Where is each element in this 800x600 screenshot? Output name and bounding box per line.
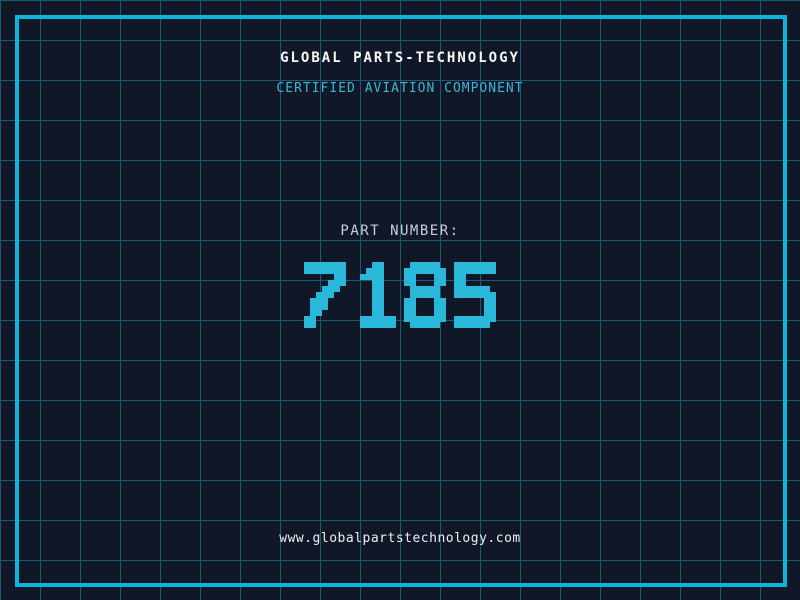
part-number-value	[0, 262, 800, 328]
company-name: GLOBAL PARTS-TECHNOLOGY	[280, 50, 520, 66]
website-url: www.globalpartstechnology.com	[279, 531, 521, 546]
certification-subtitle: CERTIFIED AVIATION COMPONENT	[276, 81, 524, 96]
part-number-digit	[354, 262, 396, 328]
part-number-digit	[454, 262, 496, 328]
part-number-digit	[404, 262, 446, 328]
part-number-digit	[304, 262, 346, 328]
blueprint-border-frame	[15, 15, 787, 587]
part-number-label: PART NUMBER:	[340, 223, 460, 239]
